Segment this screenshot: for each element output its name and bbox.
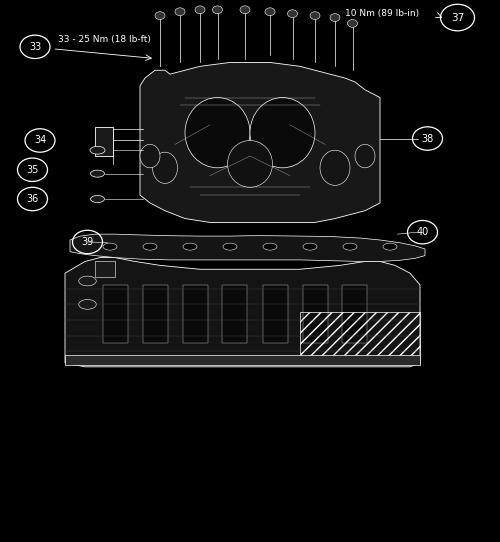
Bar (222, 285, 248, 344)
Ellipse shape (343, 243, 357, 250)
Ellipse shape (355, 144, 375, 168)
Ellipse shape (383, 243, 397, 250)
Circle shape (348, 20, 358, 27)
Text: 40: 40 (416, 227, 428, 237)
Text: 35: 35 (12, 478, 26, 488)
Ellipse shape (103, 243, 117, 250)
Text: Intake manifold bolts (9: Intake manifold bolts (9 (278, 405, 402, 415)
Text: 33: 33 (29, 42, 41, 52)
Circle shape (288, 10, 298, 17)
Bar (95, 127, 112, 156)
Circle shape (175, 8, 185, 16)
Text: 34: 34 (12, 443, 26, 453)
Ellipse shape (263, 243, 277, 250)
Ellipse shape (79, 300, 96, 309)
Text: 38: 38 (258, 443, 271, 453)
Text: 37: 37 (451, 12, 464, 23)
Ellipse shape (303, 243, 317, 250)
Bar (302, 285, 328, 344)
Text: 36: 36 (26, 194, 38, 204)
Circle shape (195, 6, 205, 14)
Ellipse shape (183, 243, 197, 250)
Text: 36: 36 (12, 521, 26, 531)
Ellipse shape (90, 196, 104, 203)
Ellipse shape (90, 146, 105, 154)
Ellipse shape (90, 170, 104, 177)
Bar (102, 285, 128, 344)
Text: required): required) (32, 433, 90, 443)
Text: seal: seal (32, 506, 64, 515)
Ellipse shape (185, 98, 250, 168)
Bar (262, 285, 287, 344)
Ellipse shape (79, 276, 96, 286)
Bar (65, 355, 420, 365)
Ellipse shape (152, 152, 178, 183)
Circle shape (240, 6, 250, 14)
Circle shape (310, 12, 320, 20)
Text: RH intake manifold gasket: RH intake manifold gasket (278, 478, 415, 488)
Text: required): required) (278, 433, 335, 443)
Text: LH intake manifold gasket: LH intake manifold gasket (278, 508, 413, 519)
Text: Intake manifold: Intake manifold (278, 443, 359, 453)
Ellipse shape (250, 98, 315, 168)
Bar (95, 261, 115, 277)
Bar (182, 285, 208, 344)
Text: Thermostat housing: Thermostat housing (32, 443, 137, 453)
Text: 34: 34 (34, 136, 46, 145)
Text: 35: 35 (26, 165, 38, 175)
Circle shape (330, 14, 340, 22)
Text: Thermostat: Thermostat (32, 521, 92, 531)
Text: Thermostat housing bolts (2: Thermostat housing bolts (2 (32, 405, 180, 415)
Text: 39: 39 (258, 478, 271, 488)
Text: Thermostat housing O-ring: Thermostat housing O-ring (32, 478, 174, 488)
Text: 39: 39 (82, 237, 94, 247)
Bar (342, 285, 367, 344)
Polygon shape (140, 62, 380, 222)
Text: 40: 40 (258, 508, 270, 519)
Ellipse shape (228, 140, 272, 188)
Circle shape (155, 12, 165, 20)
Polygon shape (70, 234, 425, 261)
Polygon shape (65, 257, 420, 367)
Text: 37: 37 (258, 405, 271, 415)
Ellipse shape (140, 144, 160, 168)
Ellipse shape (223, 243, 237, 250)
Circle shape (212, 6, 222, 14)
Ellipse shape (320, 150, 350, 185)
Bar (142, 285, 168, 344)
Text: 10 Nm (89 lb-in): 10 Nm (89 lb-in) (345, 9, 419, 18)
Bar (300, 312, 420, 363)
Ellipse shape (143, 243, 157, 250)
Text: 33: 33 (12, 405, 26, 415)
Text: 33 - 25 Nm (18 lb-ft): 33 - 25 Nm (18 lb-ft) (58, 35, 150, 43)
Circle shape (265, 8, 275, 16)
Text: 38: 38 (422, 133, 434, 144)
